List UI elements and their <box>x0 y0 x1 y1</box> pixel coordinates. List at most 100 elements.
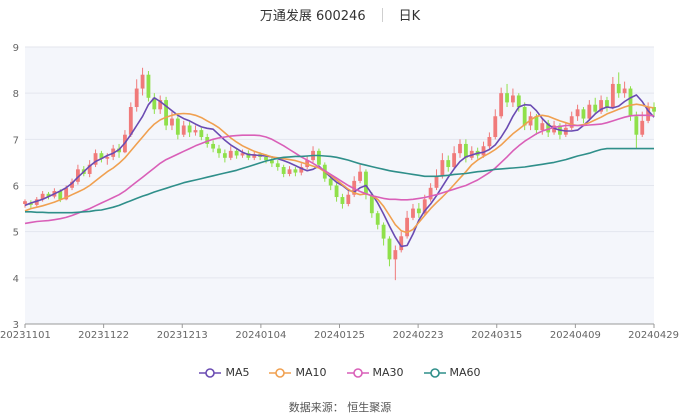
y-tick-label: 3 <box>13 320 19 331</box>
candle <box>317 148 321 168</box>
candle <box>164 96 168 131</box>
candle-body <box>446 160 451 168</box>
x-tick-label: 20231213 <box>157 330 208 341</box>
x-tick-label: 20240104 <box>235 330 286 341</box>
candle-body <box>128 107 133 135</box>
candle-body <box>587 104 592 119</box>
candle-body <box>516 95 521 108</box>
candle-body <box>369 194 374 214</box>
y-tick-label: 4 <box>13 274 19 285</box>
candle <box>411 203 415 221</box>
candle-body <box>28 203 33 205</box>
candle-body <box>452 153 457 168</box>
candle <box>128 102 133 138</box>
candle-body <box>422 199 427 214</box>
candle <box>499 87 504 119</box>
candle <box>217 144 221 158</box>
candle <box>158 95 163 114</box>
candle-body <box>240 153 245 156</box>
candlesticks <box>23 67 656 281</box>
candle <box>605 96 609 112</box>
y-tick-label: 6 <box>13 182 19 193</box>
candle <box>634 111 639 149</box>
candle-body <box>640 120 645 135</box>
gridlines <box>25 46 654 325</box>
candle-body <box>275 163 280 168</box>
y-tick-label: 5 <box>13 228 19 239</box>
candle-body <box>428 187 433 200</box>
candle-body <box>246 153 251 158</box>
x-tick-label: 20240223 <box>393 330 444 341</box>
candle <box>99 150 104 163</box>
candle <box>293 167 298 177</box>
candle <box>369 192 374 218</box>
candle-body <box>487 137 492 147</box>
candle <box>175 116 180 140</box>
candle <box>463 139 468 163</box>
candle-body <box>463 143 468 158</box>
candle <box>534 113 539 135</box>
legend-label: MA10 <box>295 366 327 379</box>
x-tick-label: 20240409 <box>550 330 601 341</box>
candle <box>87 160 92 178</box>
candle-body <box>522 107 527 126</box>
candle-body <box>164 100 168 126</box>
candle <box>646 102 651 124</box>
candle-body <box>634 116 639 135</box>
x-tick-label: 20231101 <box>0 330 51 341</box>
candle <box>516 93 521 112</box>
candle <box>452 146 457 170</box>
candle-body <box>575 109 580 117</box>
candle <box>70 178 74 191</box>
legend-item-ma5[interactable]: MA5 <box>199 366 249 379</box>
candle-body <box>222 153 227 158</box>
candle-body <box>158 100 163 110</box>
candle-body <box>287 169 292 174</box>
candle-body <box>593 104 598 112</box>
candle <box>493 109 498 140</box>
candle-body <box>170 118 174 126</box>
candle-body <box>481 146 486 156</box>
candle <box>346 190 351 207</box>
candle <box>46 191 51 200</box>
legend-item-ma30[interactable]: MA30 <box>346 366 404 379</box>
candle-body <box>234 150 239 156</box>
candle <box>152 93 157 114</box>
candle <box>181 120 186 138</box>
candle-body <box>328 178 333 186</box>
candle <box>193 125 198 136</box>
candle-body <box>610 83 615 108</box>
candle-body <box>393 250 398 260</box>
candle-body <box>340 197 345 204</box>
candle <box>652 102 656 117</box>
candle <box>375 210 380 230</box>
series-line-ma60 <box>25 147 654 214</box>
candle-body <box>75 169 80 182</box>
candle <box>334 183 339 202</box>
candle <box>593 97 598 114</box>
candle-body <box>146 74 151 98</box>
candle-body <box>87 164 92 174</box>
y-tick-label: 8 <box>13 89 19 100</box>
candle-body <box>193 130 198 133</box>
candle-body <box>34 199 39 205</box>
candle-body <box>293 169 298 173</box>
x-tick-label: 20240125 <box>314 330 365 341</box>
candle-body <box>99 153 104 159</box>
candle <box>387 236 392 267</box>
candle <box>28 200 33 209</box>
legend-item-ma60[interactable]: MA60 <box>423 366 481 379</box>
candle-body <box>93 153 98 165</box>
candle-body <box>622 88 627 94</box>
candle-body <box>646 107 651 121</box>
legend-item-ma10[interactable]: MA10 <box>269 366 327 379</box>
candle-body <box>375 213 380 225</box>
candle <box>199 127 204 141</box>
candle-body <box>64 187 69 200</box>
candle <box>487 132 492 149</box>
candle-body <box>411 208 415 218</box>
legend-marker <box>269 368 292 378</box>
x-tick-label: 20240315 <box>471 330 522 341</box>
candle-body <box>569 116 574 128</box>
candle <box>187 121 192 138</box>
